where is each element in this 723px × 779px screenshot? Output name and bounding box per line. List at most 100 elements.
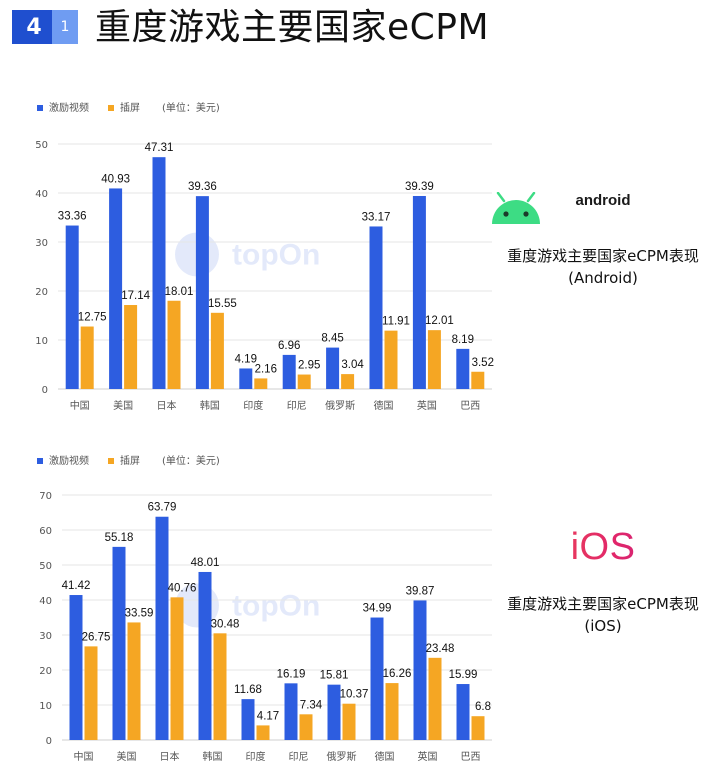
x-category-label: 英国 bbox=[418, 750, 438, 763]
ios-data-label-interstitial: 10.37 bbox=[340, 689, 369, 701]
x-category-label: 俄罗斯 bbox=[325, 399, 355, 412]
android-data-label-rewarded-video: 33.36 bbox=[58, 211, 87, 223]
ios-bar-rewarded-video bbox=[370, 617, 384, 740]
ios-bar-interstitial bbox=[84, 646, 98, 740]
legend-swatch-rewarded-video bbox=[37, 458, 43, 464]
x-category-label: 英国 bbox=[417, 399, 437, 412]
android-bar-interstitial bbox=[427, 330, 441, 389]
ios-bar-interstitial bbox=[385, 683, 399, 740]
android-bar-rewarded-video bbox=[65, 225, 79, 389]
legend-label-rewarded-video: 激励视频 bbox=[49, 101, 89, 114]
x-category-label: 德国 bbox=[375, 750, 395, 763]
android-bar-rewarded-video bbox=[109, 188, 123, 389]
android-data-label-interstitial: 12.75 bbox=[78, 312, 107, 324]
ios-data-label-interstitial: 26.75 bbox=[82, 631, 111, 643]
y-tick-label: 50 bbox=[39, 561, 52, 572]
ios-bar-rewarded-video bbox=[456, 684, 470, 740]
android-data-label-rewarded-video: 4.19 bbox=[235, 353, 257, 365]
ios-ecpm-chart: topOn 激励视频 插屏 (单位：美元) 0 10 20 30 40 50 60 70 41.42 26… bbox=[37, 454, 492, 763]
android-caption-title: 重度游戏主要国家eCPM表现 bbox=[507, 247, 699, 265]
android-bar-interstitial bbox=[384, 330, 398, 389]
y-tick-label: 40 bbox=[39, 596, 52, 607]
ios-bar-rewarded-video bbox=[284, 683, 298, 740]
ios-bar-interstitial bbox=[471, 716, 485, 740]
x-category-label: 韩国 bbox=[200, 399, 220, 412]
ios-bar-rewarded-video bbox=[413, 600, 427, 740]
x-category-label: 印尼 bbox=[287, 400, 307, 412]
x-category-label: 印度 bbox=[246, 750, 266, 763]
android-bar-interstitial bbox=[254, 378, 268, 389]
ios-caption-platform: (iOS) bbox=[584, 617, 622, 635]
page-title: 重度游戏主要国家eCPM bbox=[95, 7, 490, 48]
android-bar-interstitial bbox=[210, 312, 224, 389]
y-tick-label: 40 bbox=[35, 189, 48, 200]
ios-data-label-rewarded-video: 11.68 bbox=[234, 684, 262, 696]
ios-bar-interstitial bbox=[342, 703, 356, 740]
x-category-label: 美国 bbox=[113, 399, 133, 412]
ios-data-label-interstitial: 16.26 bbox=[383, 668, 412, 680]
x-category-label: 印尼 bbox=[289, 751, 309, 763]
y-tick-label: 50 bbox=[35, 140, 48, 151]
android-chart-panel: topOn 激励视频 插屏 (单位：美元) 0 10 20 30 40 50 33.36 12.75 中… bbox=[0, 92, 723, 427]
ios-data-label-interstitial: 7.34 bbox=[300, 699, 323, 711]
ios-data-label-rewarded-video: 55.18 bbox=[105, 532, 134, 544]
y-tick-label: 10 bbox=[39, 701, 52, 712]
ios-chart-panel: topOn 激励视频 插屏 (单位：美元) 0 10 20 30 40 50 60 70 41.42 26… bbox=[0, 445, 723, 775]
y-tick-label: 10 bbox=[35, 336, 48, 347]
y-tick-label: 30 bbox=[39, 631, 52, 642]
android-bar-interstitial bbox=[80, 326, 94, 389]
ios-bar-rewarded-video bbox=[69, 595, 83, 740]
android-bar-rewarded-video bbox=[195, 196, 209, 389]
android-bar-rewarded-video bbox=[412, 195, 426, 389]
ios-data-label-interstitial: 6.8 bbox=[475, 701, 491, 713]
ios-data-label-rewarded-video: 48.01 bbox=[191, 557, 220, 569]
legend-swatch-interstitial bbox=[108, 105, 114, 111]
ios-data-label-rewarded-video: 39.87 bbox=[406, 585, 435, 597]
android-data-label-interstitial: 15.55 bbox=[208, 298, 237, 310]
ios-bar-interstitial bbox=[170, 597, 184, 740]
android-data-label-interstitial: 11.91 bbox=[382, 316, 410, 328]
x-category-label: 德国 bbox=[374, 399, 394, 412]
x-category-label: 韩国 bbox=[203, 750, 223, 763]
android-bar-rewarded-video bbox=[326, 347, 340, 389]
x-category-label: 巴西 bbox=[460, 400, 480, 412]
android-bar-interstitial bbox=[297, 374, 311, 389]
x-category-label: 中国 bbox=[70, 399, 90, 412]
ios-data-label-rewarded-video: 34.99 bbox=[363, 603, 392, 615]
android-bar-rewarded-video bbox=[456, 348, 470, 389]
android-data-label-rewarded-video: 33.17 bbox=[362, 211, 391, 223]
y-tick-label: 70 bbox=[39, 491, 52, 502]
android-bar-interstitial bbox=[341, 374, 355, 389]
ios-bar-rewarded-video bbox=[112, 546, 126, 740]
android-data-label-interstitial: 17.14 bbox=[121, 290, 150, 302]
topon-watermark-text: topOn bbox=[232, 239, 320, 272]
ios-data-label-rewarded-video: 15.81 bbox=[320, 670, 349, 682]
android-data-label-rewarded-video: 8.19 bbox=[452, 334, 474, 346]
android-bar-rewarded-video bbox=[239, 368, 253, 389]
ios-data-label-interstitial: 30.48 bbox=[211, 618, 240, 630]
x-category-label: 日本 bbox=[157, 399, 177, 412]
android-data-label-rewarded-video: 40.93 bbox=[101, 173, 130, 185]
android-data-label-interstitial: 3.04 bbox=[341, 359, 364, 371]
legend-swatch-rewarded-video bbox=[37, 105, 43, 111]
android-data-label-rewarded-video: 47.31 bbox=[145, 142, 174, 154]
android-data-label-interstitial: 12.01 bbox=[425, 315, 454, 327]
unit-note: (单位：美元) bbox=[162, 101, 220, 114]
topon-watermark-text: topOn bbox=[232, 590, 320, 623]
x-category-label: 印度 bbox=[243, 399, 263, 412]
topon-watermark: topOn bbox=[175, 583, 320, 628]
legend-label-interstitial: 插屏 bbox=[120, 101, 140, 114]
android-data-label-rewarded-video: 39.36 bbox=[188, 181, 217, 193]
android-data-label-interstitial: 2.95 bbox=[298, 360, 320, 372]
chart-legend: 激励视频 插屏 (单位：美元) bbox=[37, 454, 220, 467]
android-bar-rewarded-video bbox=[369, 226, 383, 389]
section-number-badge: 4 bbox=[12, 10, 56, 44]
ios-data-label-interstitial: 40.76 bbox=[168, 582, 197, 594]
ios-bar-interstitial bbox=[428, 657, 442, 740]
ios-bar-interstitial bbox=[213, 633, 227, 740]
android-bar-rewarded-video bbox=[152, 157, 166, 389]
ios-bar-interstitial bbox=[127, 622, 141, 740]
android-bar-interstitial bbox=[167, 300, 181, 389]
android-bar-interstitial bbox=[471, 371, 485, 389]
x-category-label: 巴西 bbox=[461, 751, 481, 763]
